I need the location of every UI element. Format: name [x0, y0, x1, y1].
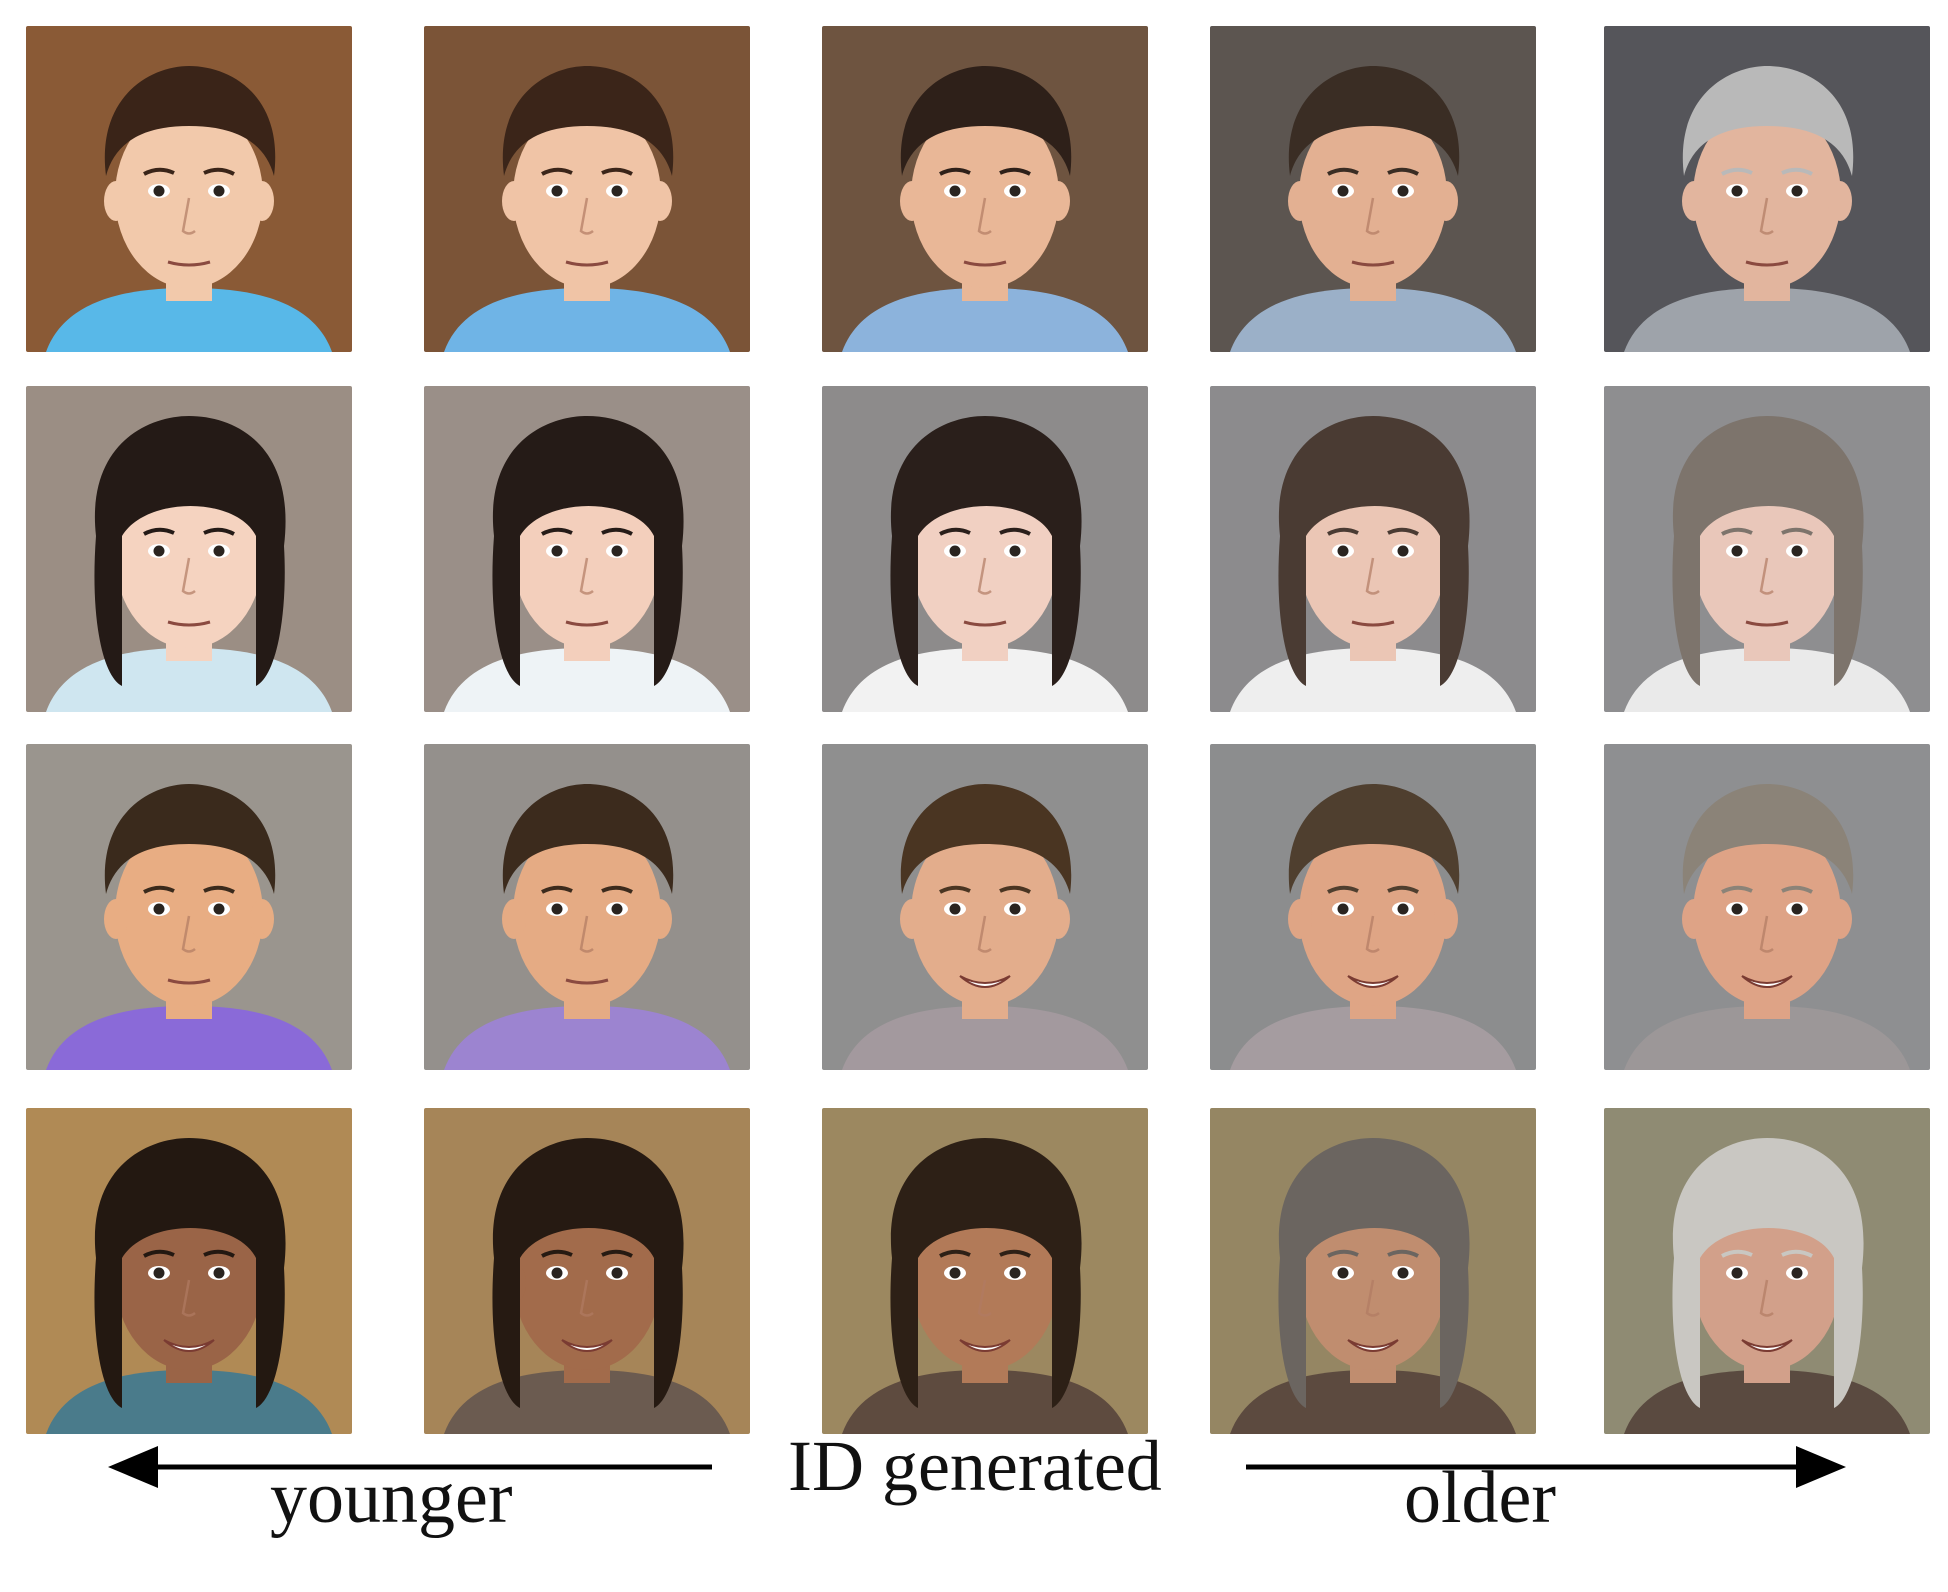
arrow-right-older	[1246, 1446, 1846, 1488]
younger-label: younger	[270, 1457, 513, 1539]
face-image-row3-col5	[1604, 744, 1930, 1070]
face-image-row1-col5	[1604, 26, 1930, 352]
face-image-row3-col1	[26, 744, 352, 1070]
older-label: older	[1404, 1457, 1557, 1539]
face-image-row2-col2	[424, 386, 750, 712]
face-image-row1-col2	[424, 26, 750, 352]
face-image-row1-col4	[1210, 26, 1536, 352]
face-image-row3-col3	[822, 744, 1148, 1070]
face-aging-grid	[26, 26, 1930, 1434]
face-image-row1-col1	[26, 26, 352, 352]
face-image-row2-col4	[1210, 386, 1536, 712]
face-image-row4-col5	[1604, 1108, 1930, 1434]
face-image-row4-col4	[1210, 1108, 1536, 1434]
arrow-left-younger	[108, 1446, 712, 1488]
face-image-row2-col3	[822, 386, 1148, 712]
face-image-row1-col3	[822, 26, 1148, 352]
face-image-row3-col4	[1210, 744, 1536, 1070]
id-generated-label: ID generated	[788, 1426, 1162, 1506]
face-image-row2-col1	[26, 386, 352, 712]
face-image-row4-col2	[424, 1108, 750, 1434]
face-image-row2-col5	[1604, 386, 1930, 712]
face-image-row4-col3	[822, 1108, 1148, 1434]
face-image-row3-col2	[424, 744, 750, 1070]
face-image-row4-col1	[26, 1108, 352, 1434]
